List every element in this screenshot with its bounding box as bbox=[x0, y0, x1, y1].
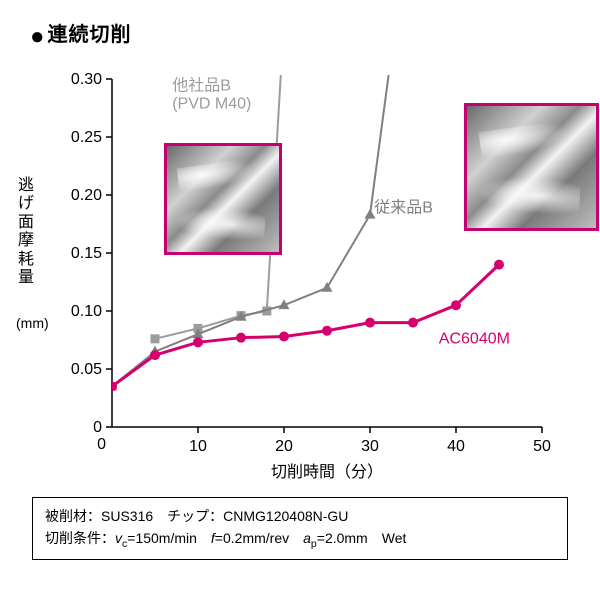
svg-text:50: 50 bbox=[533, 438, 551, 455]
svg-text:(PVD M40): (PVD M40) bbox=[172, 96, 251, 113]
svg-text:0.05: 0.05 bbox=[71, 361, 102, 378]
inset-photo-1 bbox=[164, 143, 282, 255]
svg-text:0.30: 0.30 bbox=[71, 71, 102, 88]
section-title-text: 連続切削 bbox=[48, 24, 132, 46]
section-title: ●連続切削 bbox=[30, 18, 584, 51]
svg-text:0: 0 bbox=[97, 436, 106, 453]
svg-text:30: 30 bbox=[361, 438, 379, 455]
svg-text:20: 20 bbox=[275, 438, 293, 455]
svg-text:40: 40 bbox=[447, 438, 465, 455]
y-axis-label: 逃げ面摩耗量 bbox=[16, 177, 36, 287]
svg-text:0.25: 0.25 bbox=[71, 129, 102, 146]
chart-area: 逃げ面摩耗量 (mm) 00.050.100.150.200.250.30102… bbox=[16, 57, 584, 487]
svg-text:切削時間（分）: 切削時間（分） bbox=[271, 463, 383, 481]
svg-text:従来品B: 従来品B bbox=[374, 198, 433, 216]
conditions-box: 被削材：SUS316 チップ：CNMG120408N-GU 切削条件：vc=15… bbox=[32, 497, 568, 560]
svg-text:0.15: 0.15 bbox=[71, 245, 102, 262]
svg-text:10: 10 bbox=[189, 438, 207, 455]
svg-text:他社品B: 他社品B bbox=[172, 77, 231, 95]
conditions-line1: 被削材：SUS316 チップ：CNMG120408N-GU bbox=[45, 506, 555, 528]
svg-text:AC6040M: AC6040M bbox=[439, 330, 510, 347]
svg-text:0.20: 0.20 bbox=[71, 187, 102, 204]
conditions-line2: 切削条件：vc=150m/min f=0.2mm/rev ap=2.0mm We… bbox=[45, 528, 555, 552]
inset-photo-2 bbox=[464, 103, 599, 231]
svg-text:0: 0 bbox=[93, 419, 102, 436]
svg-text:0.10: 0.10 bbox=[71, 303, 102, 320]
bullet-icon: ● bbox=[30, 23, 46, 50]
